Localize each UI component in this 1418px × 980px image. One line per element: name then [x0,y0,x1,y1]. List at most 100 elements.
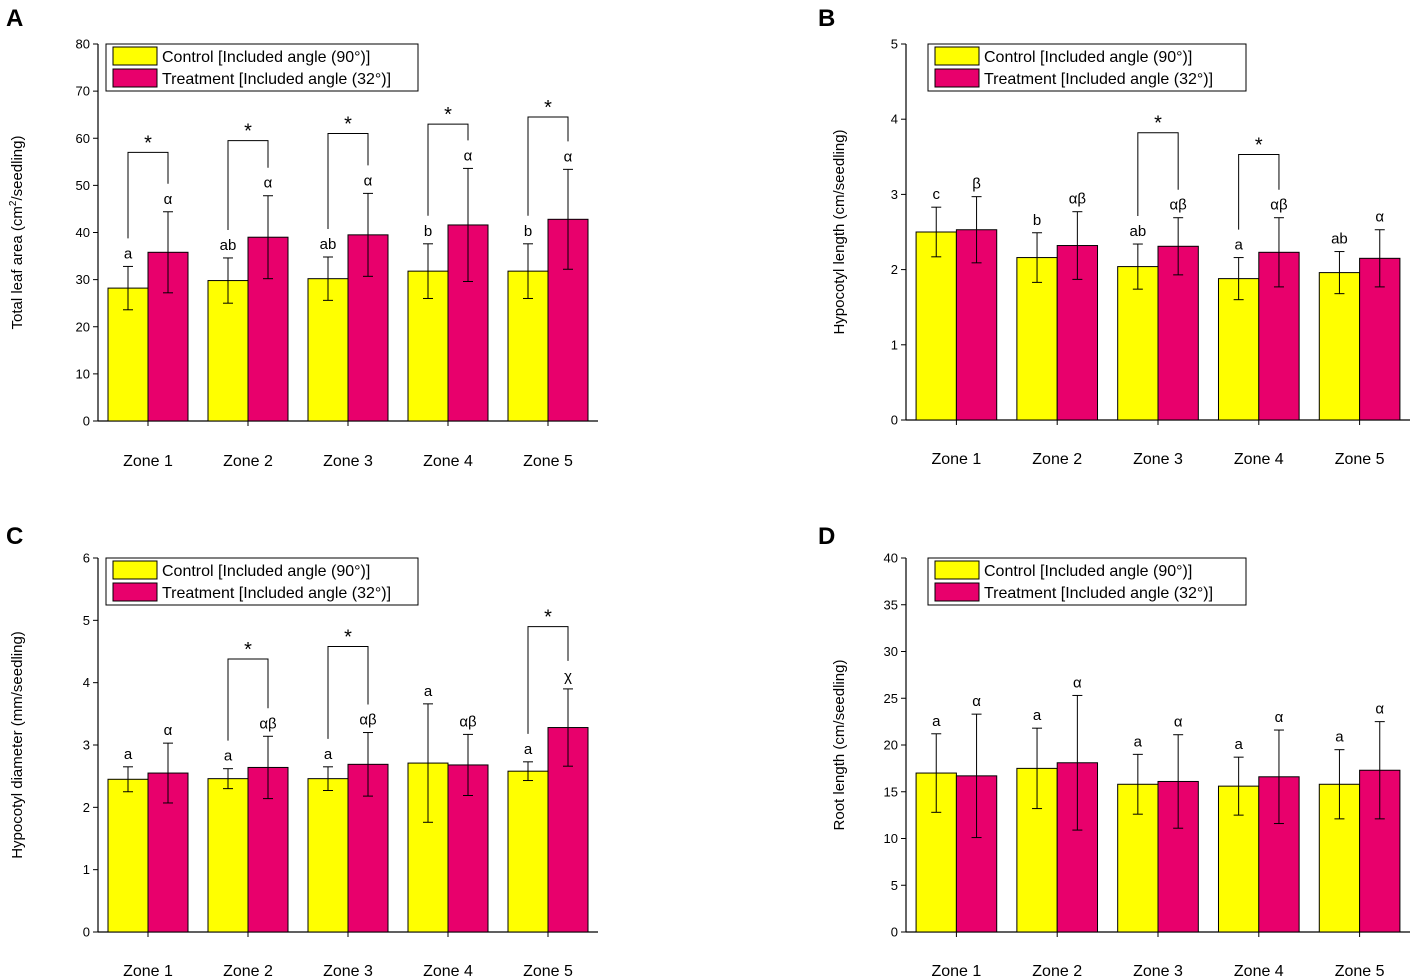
significance-letter: α [564,148,573,165]
significance-letter: ab [1331,231,1348,248]
significance-star: * [1255,135,1263,157]
significance-letter: b [1033,212,1041,229]
y-tick-label: 10 [76,366,90,381]
category-label: Zone 5 [1335,963,1385,980]
significance-star: * [144,132,152,154]
significance-letter: α [1375,701,1384,718]
y-tick-label: 1 [83,862,90,877]
category-label: Zone 3 [1133,963,1183,980]
category-label: Zone 1 [123,963,173,980]
treatment-legend-swatch [112,582,158,602]
control-bar [207,280,249,422]
y-tick-label: 40 [884,551,898,566]
y-tick-label: 5 [891,878,898,893]
panel-label: A [6,5,23,32]
control-bar [1117,266,1159,421]
control-bar [915,231,957,421]
significance-letter: αβ [459,713,477,730]
y-tick-label: 0 [83,414,90,429]
treatment-legend-label: Treatment [Included angle (32°)] [984,585,1213,602]
control-legend-swatch [934,46,980,66]
y-tick-label: 2 [891,262,898,277]
y-tick-label: 0 [83,925,90,940]
significance-letter: a [1335,729,1344,746]
significance-letter: αβ [1270,197,1288,214]
y-tick-label: 70 [76,84,90,99]
significance-letter: β [972,176,981,193]
significance-letter: c [932,186,940,203]
significance-letter: α [264,175,273,192]
category-label: Zone 4 [423,453,473,470]
significance-letter: αβ [1069,191,1087,208]
y-axis-label: Hypocotyl length (cm/seedling) [831,129,848,334]
y-tick-label: 50 [76,178,90,193]
significance-star: * [244,639,252,661]
y-axis-label: Total leaf area (cm2/seedling) [8,136,26,330]
category-label: Zone 1 [123,453,173,470]
y-axis-label-part: /seedling) [9,136,26,201]
y-tick-label: 20 [884,738,898,753]
significance-letter: α [972,693,981,710]
category-label: Zone 1 [931,963,981,980]
significance-bracket [527,626,569,734]
significance-letter: α [1275,709,1284,726]
y-tick-label: 4 [891,112,898,127]
significance-bracket [327,133,369,230]
significance-letter: αβ [359,712,377,729]
legend-box [105,557,419,606]
legend: Control [Included angle (90°)] Treatment … [105,43,419,92]
category-label: Zone 3 [323,453,373,470]
control-bar [307,778,349,933]
y-tick-label: 20 [76,319,90,334]
legend: Control [Included angle (90°)] Treatment … [927,43,1247,92]
y-tick-label: 10 [884,831,898,846]
legend-box [105,43,419,92]
significance-bracket [1238,154,1280,230]
significance-star: * [444,104,452,126]
panel-c: C 0 1 2 3 4 5 6 Hypocotyl diameter (mm/seedling)… [6,523,598,980]
significance-bracket [427,123,469,216]
y-tick-label: 6 [83,551,90,566]
control-legend-swatch [934,560,980,580]
significance-bracket [527,116,569,216]
significance-letter: a [1033,707,1042,724]
y-tick-label: 30 [76,272,90,287]
y-tick-label: 0 [891,925,898,940]
category-label: Zone 1 [931,451,981,468]
treatment-legend-swatch [934,582,980,602]
significance-letter: a [124,245,133,262]
legend-box [927,557,1247,606]
y-tick-label: 0 [891,413,898,428]
category-label: Zone 2 [223,453,273,470]
category-label: Zone 3 [1133,451,1183,468]
significance-letter: a [932,713,941,730]
significance-letter: b [424,223,432,240]
y-tick-label: 4 [83,675,90,690]
y-axis-label: Hypocotyl diameter (mm/seedling) [9,631,26,859]
significance-letter: a [124,746,133,763]
y-tick-label: 1 [891,337,898,352]
control-legend-swatch [112,560,158,580]
control-bar [1217,278,1260,421]
treatment-legend-label: Treatment [Included angle (32°)] [162,585,391,602]
significance-letter: α [1073,674,1082,691]
y-tick-label: 25 [884,691,898,706]
control-legend-swatch [112,46,158,66]
control-bar [507,770,549,933]
y-tick-label: 2 [83,800,90,815]
significance-letter: χ [564,668,572,685]
significance-star: * [544,97,552,119]
significance-bracket [327,646,369,739]
y-tick-label: 15 [884,784,898,799]
significance-letter: a [224,748,233,765]
panel-b: B 0 1 2 3 4 5 Hypocotyl length (cm/seedling) Zon… [818,5,1410,468]
significance-letter: ab [320,236,337,253]
control-bar [1318,272,1361,421]
significance-bracket [127,151,169,239]
y-tick-label: 35 [884,597,898,612]
panel-label: B [818,5,835,32]
panel-d: D 0 5 10 15 20 25 30 35 40 Root length (cm/seedlin… [818,523,1410,980]
category-label: Zone 2 [1032,963,1082,980]
control-legend-label: Control [Included angle (90°)] [984,563,1192,580]
